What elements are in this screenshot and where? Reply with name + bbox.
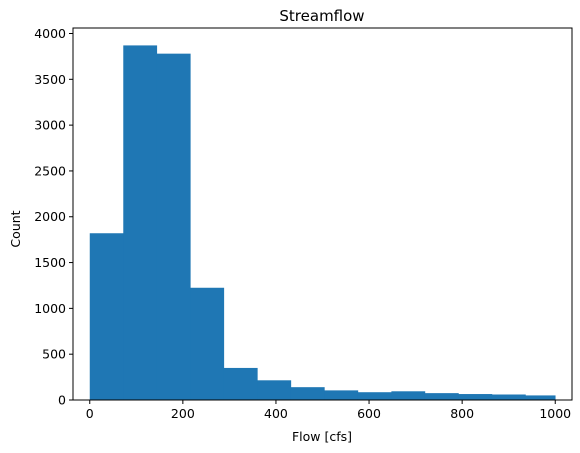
y-tick-label: 3000 (34, 118, 66, 133)
axes-frame (72, 27, 573, 401)
x-tick-label: 600 (357, 406, 381, 421)
y-axis-label: Count (8, 210, 23, 247)
histogram-bar-6 (290, 387, 325, 400)
histogram-bar-5 (257, 380, 292, 400)
x-tick-label: 1000 (539, 406, 571, 421)
histogram-bar-3 (190, 287, 225, 400)
y-tick-label: 3500 (34, 72, 66, 87)
x-axis-label: Flow [cfs] (292, 429, 352, 444)
histogram-bar-12 (491, 394, 526, 400)
histogram-bar-0 (89, 233, 124, 400)
y-tick-label: 1000 (34, 301, 66, 316)
y-axis-ticks: 0 500 1000 1500 2000 2500 3000 3500 4000 (34, 26, 73, 408)
y-tick-label: 2500 (34, 163, 66, 178)
histogram-bar-9 (391, 391, 426, 400)
y-tick-label: 0 (58, 393, 66, 408)
y-tick-label: 500 (42, 347, 66, 362)
histogram-bar-8 (357, 392, 392, 400)
chart-title: Streamflow (279, 7, 364, 25)
histogram-bar-13 (525, 395, 556, 400)
x-tick-label: 200 (171, 406, 195, 421)
histogram-bar-4 (223, 367, 258, 400)
x-tick-label: 0 (86, 406, 94, 421)
y-tick-label: 1500 (34, 255, 66, 270)
bars-group (89, 45, 556, 400)
histogram-bar-1 (123, 45, 158, 400)
y-tick-label: 2000 (34, 209, 66, 224)
histogram-bar-2 (156, 53, 191, 400)
histogram-bar-7 (324, 390, 359, 400)
x-tick-label: 400 (264, 406, 288, 421)
x-tick-label: 800 (450, 406, 474, 421)
y-tick-label: 4000 (34, 26, 66, 41)
histogram-bar-11 (458, 394, 493, 400)
x-axis-ticks: 0 200 400 600 800 1000 (86, 400, 571, 421)
histogram-bar-10 (424, 393, 459, 400)
